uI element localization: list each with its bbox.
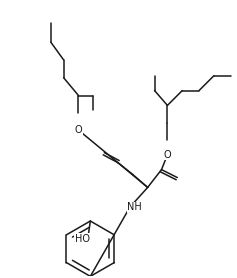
- Text: O: O: [75, 125, 82, 135]
- Text: O: O: [164, 150, 171, 160]
- Text: NH: NH: [128, 202, 142, 212]
- Text: HO: HO: [75, 234, 90, 244]
